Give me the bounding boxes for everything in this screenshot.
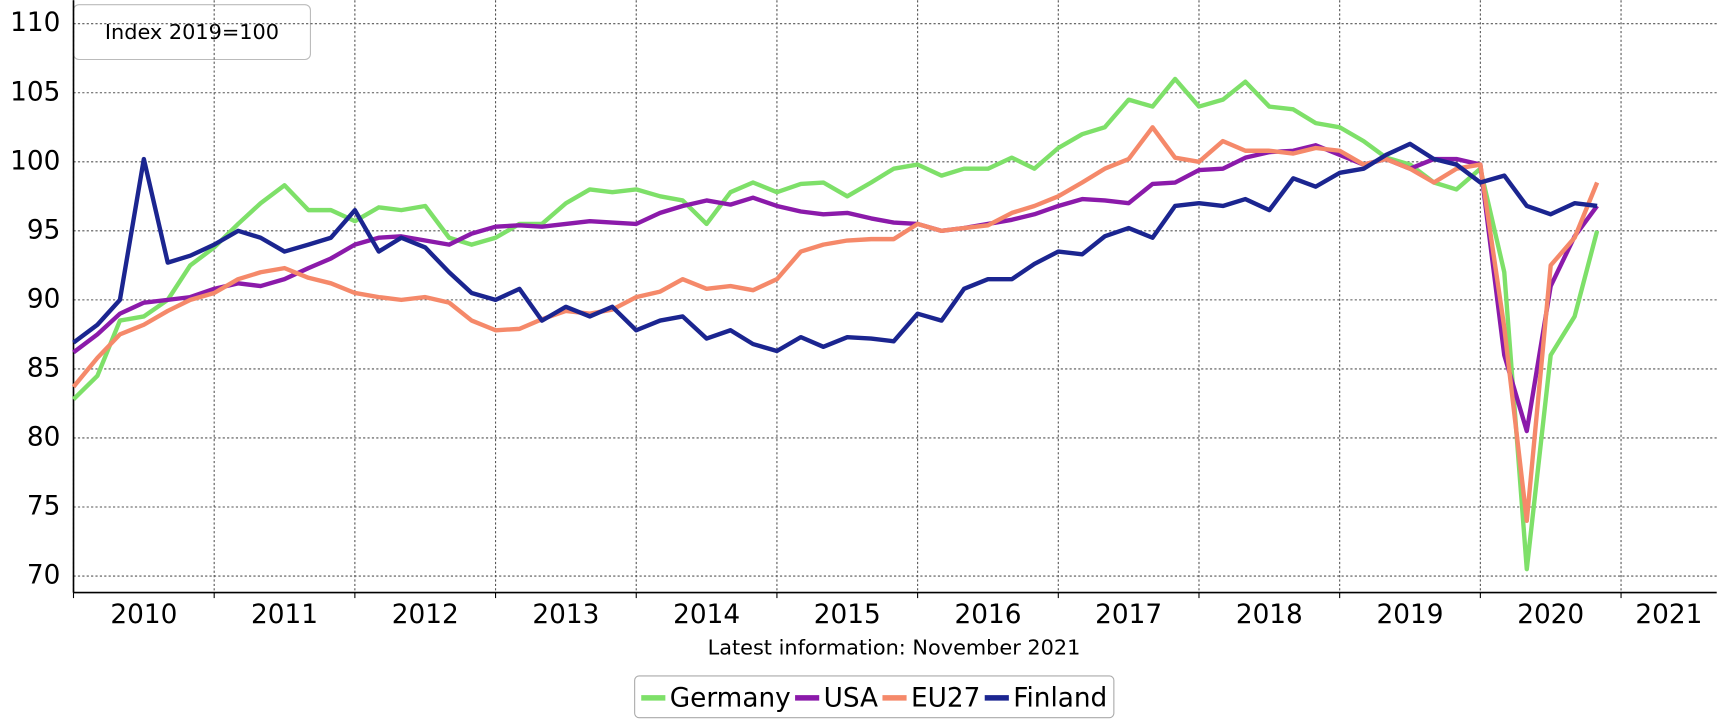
x-tick-label: 2014 — [673, 600, 740, 630]
x-tick-label: 2011 — [251, 600, 318, 630]
legend-label: Finland — [1013, 684, 1107, 714]
series-line — [72, 143, 1599, 434]
legend-box — [634, 675, 1115, 719]
series-line — [72, 141, 1598, 354]
legend-label: EU27 — [911, 684, 980, 714]
x-tick-label: 2018 — [1236, 600, 1303, 630]
x-tick-label: 2010 — [110, 600, 177, 630]
x-tick-label: 2013 — [532, 600, 599, 630]
series-line — [71, 76, 1600, 572]
y-tick-label: 80 — [27, 422, 60, 452]
x-tick-label: 2021 — [1635, 600, 1702, 630]
y-tick-label: 105 — [10, 77, 60, 107]
x-tick-label: 2020 — [1517, 600, 1584, 630]
y-tick-label: 70 — [27, 561, 60, 591]
y-tick-label: 100 — [10, 146, 60, 176]
y-tick-label: 95 — [27, 215, 60, 245]
legend-label: USA — [824, 684, 878, 714]
x-axis-label: Latest information: November 2021 — [708, 636, 1081, 660]
series-line — [71, 125, 1600, 523]
y-tick-label: 75 — [27, 491, 60, 521]
x-tick-label: 2012 — [392, 600, 459, 630]
y-tick-label: 90 — [27, 284, 60, 314]
y-tick-label: 110 — [10, 8, 60, 38]
legend-label: Germany — [670, 684, 791, 714]
x-tick-label: 2015 — [814, 600, 881, 630]
x-tick-label: 2017 — [1095, 600, 1162, 630]
x-tick-label: 2019 — [1377, 600, 1444, 630]
legend: Germany USA EU27 Finland — [634, 675, 1115, 719]
y-tick-label: 85 — [27, 353, 60, 383]
x-tick-label: 2016 — [954, 600, 1021, 630]
